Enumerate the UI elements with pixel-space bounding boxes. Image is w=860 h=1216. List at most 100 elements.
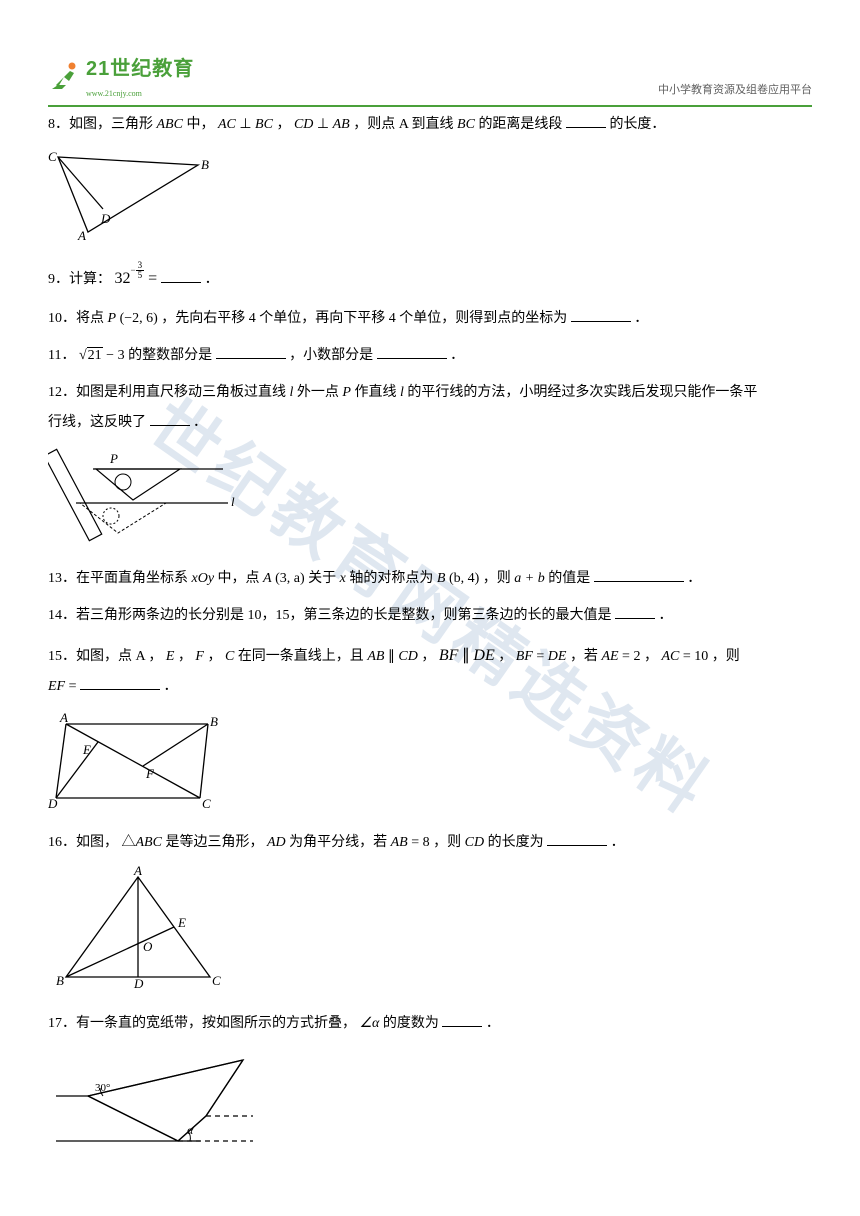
- p15-c1: ，: [178, 649, 192, 664]
- p12-l2: l: [400, 385, 404, 400]
- svg-text:A: A: [59, 710, 68, 725]
- svg-text:D: D: [133, 976, 144, 990]
- figure-16: A E O B D C: [48, 865, 812, 1001]
- p15-eq2: = 2: [622, 649, 640, 664]
- p11-rad: 21: [87, 347, 103, 363]
- svg-text:B: B: [56, 973, 64, 988]
- p9-a: 9．计算：: [48, 272, 111, 287]
- p17-a: 17．有一条直的宽纸带，按如图所示的方式折叠，: [48, 1016, 356, 1031]
- p15-eq4: =: [69, 679, 77, 694]
- p15-BF: BF: [439, 647, 459, 664]
- p13-blank: [594, 566, 684, 581]
- p10-b: ，先向右平移 4 个单位，再向下平移 4 个单位，则得到点的坐标为: [161, 311, 567, 326]
- p15-CD: CD: [398, 649, 417, 664]
- p13-xOy: xOy: [192, 571, 215, 586]
- runner-icon: [48, 59, 82, 93]
- p8-abc: ABC: [157, 117, 183, 132]
- p15-eq: =: [536, 649, 544, 664]
- p16-d: ，则: [433, 835, 461, 850]
- p8-blank: [566, 113, 606, 128]
- svg-text:D: D: [48, 796, 58, 810]
- p16-period: ．: [611, 835, 625, 850]
- svg-text:A: A: [133, 865, 142, 878]
- p17-angle: ∠α: [360, 1016, 380, 1031]
- p15-p2: ∥: [462, 647, 470, 664]
- p15-EF: EF: [48, 679, 65, 694]
- p9-blank: [161, 268, 201, 283]
- p12-c: 作直线: [354, 385, 396, 400]
- p8-d: 的距离是线段: [478, 117, 562, 132]
- figure-8: C B D A: [48, 147, 812, 253]
- svg-text:l: l: [231, 494, 235, 509]
- p11-a: 11．: [48, 348, 75, 363]
- p10-P: P: [108, 311, 117, 326]
- p13-c: 关于: [308, 571, 336, 586]
- p10-coords: (−2, 6): [120, 311, 158, 326]
- p11-period: ．: [450, 348, 464, 363]
- p13-period: ．: [687, 571, 701, 586]
- logo: 21世纪教育 www.21cnjy.com: [48, 50, 194, 101]
- p8-cd: CD: [294, 117, 313, 132]
- p14-a: 14．若三角形两条边的长分别是 10，15，第三条边的长是整数，则第三条边的长的…: [48, 608, 612, 623]
- problem-16: 16．如图， △ABC 是等边三角形， AD 为角平分线，若 AB = 8 ，则…: [48, 828, 812, 857]
- p13-Bc: (b, 4): [449, 571, 479, 586]
- p8-b: 中，: [186, 117, 214, 132]
- p16-c: 为角平分线，若: [289, 835, 387, 850]
- p16-eq8: = 8: [411, 835, 429, 850]
- figure-12: P l: [48, 445, 812, 556]
- problem-15: 15．如图，点 A ， E ， F ， C 在同一条直线上，且 AB ∥ CD …: [48, 639, 812, 702]
- page-header: 21世纪教育 www.21cnjy.com 中小学教育资源及组卷应用平台: [48, 50, 812, 107]
- p10-blank: [571, 306, 631, 321]
- p14-period: ．: [659, 608, 673, 623]
- p12-a: 12．如图是利用直尺移动三角板过直线: [48, 385, 286, 400]
- p16-ABC: ABC: [136, 835, 162, 850]
- svg-text:α: α: [187, 1123, 194, 1137]
- header-right-text: 中小学教育资源及组卷应用平台: [658, 80, 812, 101]
- p15-c4: ，: [498, 649, 512, 664]
- p13-ab: a + b: [514, 571, 544, 586]
- p9-base: 32: [115, 270, 131, 287]
- p9-period: ．: [205, 272, 219, 287]
- p11-b: 的整数部分是: [128, 348, 212, 363]
- p15-eq3: = 10: [683, 649, 708, 664]
- p11-blank2: [377, 344, 447, 359]
- p17-period: ．: [486, 1016, 500, 1031]
- problem-17: 17．有一条直的宽纸带，按如图所示的方式折叠， ∠α 的度数为 ．: [48, 1009, 812, 1038]
- p15-tc: ，若: [570, 649, 598, 664]
- svg-text:B: B: [210, 714, 218, 729]
- svg-text:D: D: [100, 211, 111, 226]
- p16-a: 16．如图，: [48, 835, 118, 850]
- svg-text:B: B: [201, 157, 209, 172]
- p8-ac: AC: [218, 117, 236, 132]
- p8-a: 8．如图，三角形: [48, 117, 153, 132]
- problem-10: 10．将点 P (−2, 6) ，先向右平移 4 个单位，再向下平移 4 个单位…: [48, 304, 812, 333]
- svg-text:E: E: [82, 742, 91, 757]
- p15-DE: DE: [473, 647, 494, 664]
- problem-12: 12．如图是利用直尺移动三角板过直线 l 外一点 P 作直线 l 的平行线的方法…: [48, 378, 812, 437]
- p13-A: A: [263, 571, 272, 586]
- svg-text:C: C: [212, 973, 221, 988]
- p15-AC: AC: [661, 649, 679, 664]
- content: 8．如图，三角形 ABC 中， AC ⊥ BC ， CD ⊥ AB ，则点 A …: [48, 110, 812, 1162]
- problem-11: 11． √21 − 3 的整数部分是 ，小数部分是 ．: [48, 341, 812, 370]
- logo-text: 21世纪教育: [86, 58, 194, 80]
- p13-x: x: [340, 571, 346, 586]
- p15-blank: [80, 675, 160, 690]
- p16-AB: AB: [391, 835, 408, 850]
- p15-F: F: [195, 649, 204, 664]
- p15-DE2: DE: [548, 649, 567, 664]
- p15-E: E: [166, 649, 175, 664]
- p11-c: ，小数部分是: [289, 348, 373, 363]
- p13-e: ，则: [483, 571, 511, 586]
- p15-p1: ∥: [388, 649, 395, 664]
- p14-blank: [615, 604, 655, 619]
- p16-AD: AD: [267, 835, 286, 850]
- problem-14: 14．若三角形两条边的长分别是 10，15，第三条边的长是整数，则第三条边的长的…: [48, 601, 812, 630]
- p15-AB: AB: [367, 649, 384, 664]
- p12-P: P: [342, 385, 351, 400]
- p8-c1: ，: [276, 117, 290, 132]
- figure-15: A B E F D C: [48, 710, 812, 821]
- p8-bc: BC: [255, 117, 273, 132]
- p15-BF2: BF: [516, 649, 533, 664]
- p12-period: ．: [193, 415, 207, 430]
